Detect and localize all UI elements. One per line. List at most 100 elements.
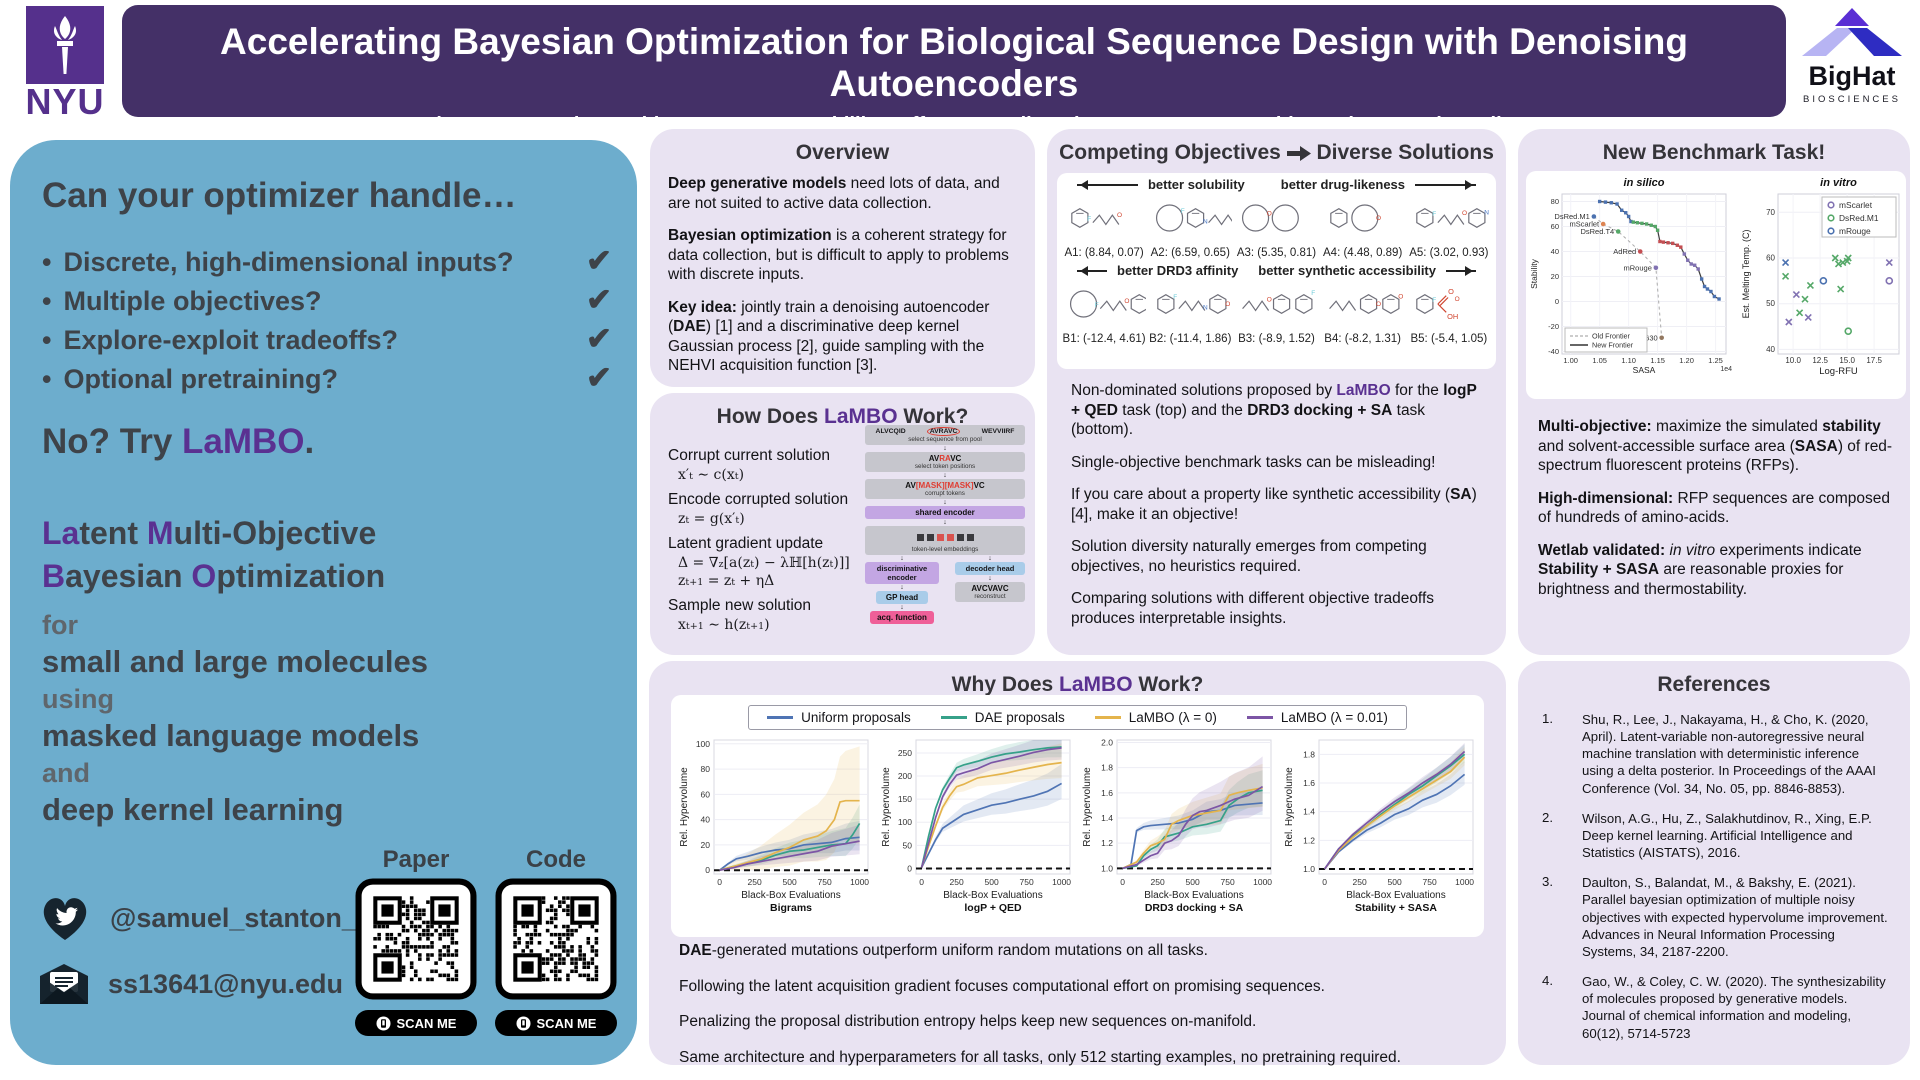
svg-text:O: O [1226,301,1231,308]
molecule: O O B4: (-8.2, 1.31) [1321,278,1405,345]
svg-text:mRouge: mRouge [1624,263,1652,272]
references-panel: References 1. Shu, R., Lee, J., Nakayama,… [1518,661,1910,1065]
svg-text:SASA: SASA [1633,365,1656,375]
paper-scanme-badge: SCAN ME [355,1010,477,1036]
generative-column: ↓ decoder head ↓ AVCVAVC reconstruct [955,555,1025,602]
why-panel: Why Does LaMBO Work? Uniform proposals DA… [649,661,1506,1066]
molecule: FNOA2: (6.59, 0.65) [1148,192,1238,259]
svg-text:Rel. Hypervolume: Rel. Hypervolume [1082,767,1093,847]
molecule: O A4: (4.48, 0.89) [1321,192,1405,259]
svg-text:12.5: 12.5 [1812,356,1828,365]
svg-text:O: O [1125,298,1130,305]
molecule-label: B2: (-11.4, 1.86) [1149,333,1232,345]
svg-text:750: 750 [1221,877,1235,887]
svg-text:2.0: 2.0 [1101,738,1113,748]
svg-text:0: 0 [705,865,710,875]
down-arrow-icon: ↓ [943,499,947,506]
molecule-label: A4: (4.48, 0.89) [1323,247,1403,259]
equation: Δ = ∇z[a(zt) − λℍ[h(zt)]] [678,555,850,571]
svg-text:OH: OH [1447,312,1458,321]
step-label: Corrupt current solution [668,447,830,464]
discriminative-column: ↓ discriminative encoder ↓ GP head ↓ acq. fun… [865,555,939,624]
checklist-item: • Multiple objectives? ✔ [42,282,612,317]
svg-text:Rel. Hypervolume: Rel. Hypervolume [679,767,690,847]
decoder-head-box: decoder head [955,562,1025,575]
benchmark-panel: New Benchmark Task! in silico -40 -20 0 20 40… [1518,129,1910,655]
svg-text:0: 0 [717,877,722,887]
paragraph: Bayesian optimization is a coherent stra… [668,227,1009,284]
down-arrow-icon: ↓ [988,555,992,562]
svg-text:N: N [1203,218,1208,225]
svg-text:500: 500 [783,877,797,887]
svg-text:O: O [1448,287,1454,296]
svg-text:1.4: 1.4 [1101,813,1113,823]
paragraph: If you care about a property like synthe… [1071,486,1477,523]
molecule-label: B3: (-8.9, 1.52) [1238,333,1315,345]
paragraph: DAE-generated mutations outperform unifo… [679,942,1208,959]
molecule: O F B3: (-8.9, 1.52) [1234,278,1318,345]
diagram-box: AVRAVC [928,454,962,463]
checklist-item: • Optional pretraining? ✔ [42,360,612,395]
reference-item: 3. Daulton, S., Balandat, M., & Bakshy, E… [1542,874,1888,959]
lambo-steps: Corrupt current solution x′t ∼ c(xt) Encod… [668,439,880,633]
svg-text:O: O [1376,215,1381,222]
svg-text:200: 200 [897,771,911,781]
bighat-logo: BigHat BIOSCIENCES [1788,2,1916,120]
svg-text:0: 0 [1322,877,1327,887]
reference-item: 4. Gao, W., & Coley, C. W. (2020). The sy… [1542,973,1886,1041]
benchmark-charts-card: in silico -40 -20 0 20 40 60 80 1.00 1.05 1.10 1.15… [1526,171,1906,399]
svg-text:DRD3 docking + SA: DRD3 docking + SA [1145,902,1244,914]
svg-text:1000: 1000 [1052,877,1071,887]
svg-text:0: 0 [1121,877,1126,887]
molecule-label: A1: (8.84, 0.07) [1064,247,1144,259]
svg-text:Est. Melting Temp. (C): Est. Melting Temp. (C) [1741,229,1751,318]
acq-function-box: acq. function [870,611,934,624]
paragraph: Single-objective benchmark tasks can be … [1071,453,1436,471]
svg-text:O: O [1454,296,1459,303]
svg-text:Bigrams: Bigrams [770,902,812,914]
molecule-structure: O [1242,204,1300,232]
svg-text:20: 20 [1551,272,1559,281]
legend-item: LaMBO (λ = 0) [1094,710,1217,725]
svg-text:O: O [1267,297,1272,304]
checkmark-icon: ✔ [586,321,612,356]
overview-panel: Overview Deep generative models need lot… [650,129,1035,387]
svg-text:750: 750 [1019,877,1033,887]
svg-text:1.20: 1.20 [1679,356,1694,365]
svg-text:N: N [1203,304,1208,311]
svg-text:750: 750 [818,877,832,887]
poster-title: Accelerating Bayesian Optimization for B… [220,21,1688,104]
svg-text:1000: 1000 [850,877,869,887]
molecule: F O OH O B5: (-5.4, 1.05) [1407,278,1491,345]
molecule-label: B5: (-5.4, 1.05) [1410,333,1488,345]
tagline-line: small and large molecules [42,644,428,679]
svg-text:250: 250 [1352,877,1366,887]
row-a-right-label: better drug-likeness [1280,177,1406,192]
paragraph: Comparing solutions with different objec… [1071,590,1435,627]
svg-text:70: 70 [1766,207,1775,216]
checklist-item: • Discrete, high-dimensional inputs? ✔ [42,243,612,278]
intro-panel: Can your optimizer handle… • Discrete, hi… [10,140,637,1065]
diagram-box: corrupt tokens [925,490,965,497]
paper-qr-column: Paper SCAN ME [355,846,477,1036]
molecule-structure: O [1329,204,1381,232]
equation: x′t ∼ c(xt) [678,467,745,483]
diagram-box: acq. function [877,613,927,622]
svg-text:Black-Box Evaluations: Black-Box Evaluations [741,890,841,901]
acronym-line-1: Latent Multi-Objective [42,515,377,551]
reconstruct-box: AVCVAVC reconstruct [955,582,1025,602]
svg-text:1.15: 1.15 [1650,356,1665,365]
checklist-item: • Explore-exploit tradeoffs? ✔ [42,321,612,356]
svg-text:AdRed: AdRed [1613,247,1636,256]
intro-bullets: • Discrete, high-dimensional inputs? ✔ • Mul… [42,242,612,398]
molecule-structure: FNO [1156,204,1238,232]
benchmark-paragraphs: Multi-objective: maximize the simulated … [1538,417,1894,599]
intro-heading: Can your optimizer handle… [42,176,517,215]
drd3-sa-chart: 1.0 1.2 1.4 1.6 1.8 2.0 0 250 500 750 1000 Black-Bo… [1080,732,1276,925]
svg-text:500: 500 [1186,877,1200,887]
legend-item: DAE proposals [940,710,1065,725]
embeddings-box: token-level embeddings [865,526,1025,555]
bighat-mountain-icon [1802,8,1902,56]
